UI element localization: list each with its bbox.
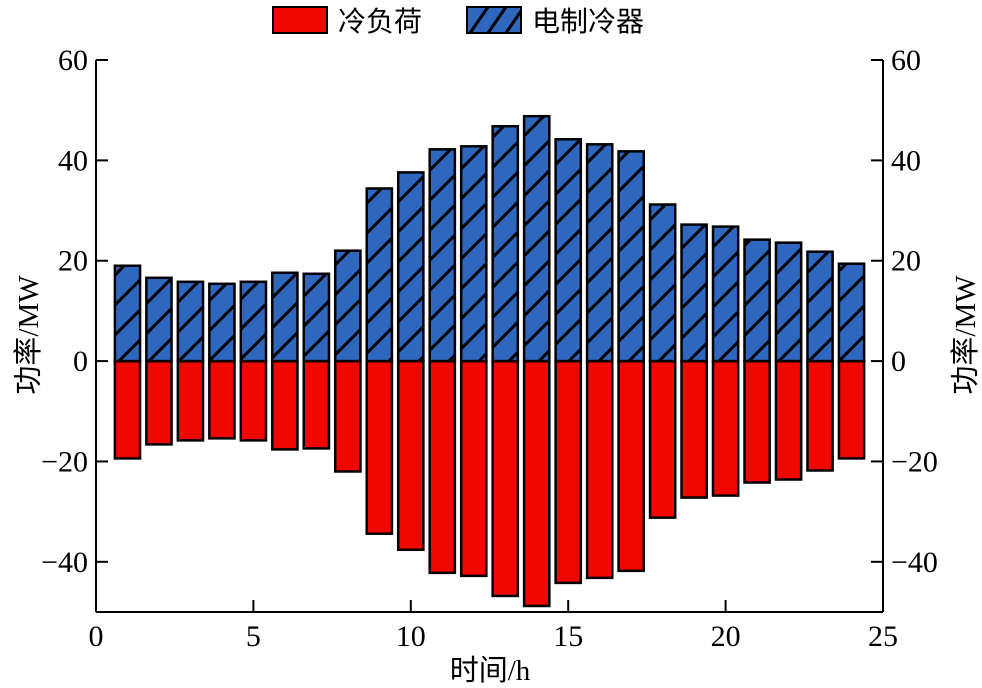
bar-electric-chiller <box>522 114 551 363</box>
bar-cooling-load <box>333 359 362 473</box>
x-axis-title: 时间/h <box>450 654 531 687</box>
bar-electric-chiller <box>743 238 771 363</box>
bar-electric-chiller <box>648 203 677 363</box>
x-tick-label: 20 <box>711 620 741 653</box>
bar-electric-chiller <box>271 271 299 363</box>
bar-cooling-load <box>365 359 394 535</box>
bar-cooling-load <box>680 359 708 499</box>
bar-electric-chiller <box>554 138 583 363</box>
x-tick-label: 5 <box>246 620 261 653</box>
y-tick-label-right: 20 <box>891 245 921 278</box>
bar-cooling-load <box>617 359 646 573</box>
bar-cooling-load <box>302 359 331 450</box>
bar-cooling-load <box>774 359 803 481</box>
bar-cooling-load <box>145 359 173 446</box>
bar-electric-chiller <box>333 249 362 363</box>
bar-cooling-load <box>837 359 866 460</box>
legend-item-cooling-load: 冷负荷 <box>272 0 422 40</box>
x-tick-label: 15 <box>553 620 583 653</box>
bar-electric-chiller <box>459 145 488 363</box>
bar-electric-chiller <box>239 280 268 363</box>
bar-cooling-load <box>428 359 457 575</box>
bar-cooling-load <box>522 359 551 608</box>
y-tick-label-left: −40 <box>41 546 88 579</box>
y-tick-label-left: 20 <box>58 245 88 278</box>
x-tick-label: 0 <box>89 620 104 653</box>
bar-electric-chiller <box>208 282 236 363</box>
y-tick-label-right: −20 <box>891 445 938 478</box>
y-tick-label-left: 60 <box>58 44 88 77</box>
bar-cooling-load <box>176 359 205 442</box>
bar-cooling-load <box>396 359 425 552</box>
legend-item-electric-chiller: 电制冷器 <box>466 0 644 40</box>
bar-electric-chiller <box>491 124 520 363</box>
bar-electric-chiller <box>774 241 803 363</box>
bar-electric-chiller <box>585 143 614 363</box>
y-tick-label-left: 0 <box>73 345 88 378</box>
axes-group: −40 −40 −20 −20 0 0 20 20 40 40 60 60 0 5 10 15 20 25 <box>41 44 938 653</box>
bar-cooling-load <box>806 359 834 472</box>
x-tick-label: 10 <box>396 620 426 653</box>
y-axis-title-left: 功率/MW <box>12 275 45 395</box>
y-tick-label-right: −40 <box>891 546 938 579</box>
bar-cooling-load <box>711 359 740 497</box>
bars-group <box>113 114 866 608</box>
bar-electric-chiller <box>806 250 834 363</box>
bar-cooling-load <box>491 359 520 598</box>
bar-electric-chiller <box>113 264 142 363</box>
bar-electric-chiller <box>837 262 866 363</box>
legend-swatch-cooling-load <box>272 6 328 34</box>
bar-cooling-load <box>239 359 268 442</box>
legend-label-electric-chiller: 电制冷器 <box>532 7 645 38</box>
bar-cooling-load <box>208 359 236 440</box>
bar-cooling-load <box>113 359 142 460</box>
x-tick-label: 25 <box>868 620 898 653</box>
bar-electric-chiller <box>617 150 646 363</box>
bar-cooling-load <box>459 359 488 578</box>
bar-electric-chiller <box>396 171 425 363</box>
bar-cooling-load <box>585 359 614 580</box>
bar-electric-chiller <box>145 276 173 363</box>
bar-electric-chiller <box>428 148 457 363</box>
legend-swatch-electric-chiller <box>466 6 523 34</box>
chart-legend: 冷负荷 电制冷器 <box>272 2 688 38</box>
bar-electric-chiller <box>176 280 205 363</box>
y-axis-title-right: 功率/MW <box>949 275 982 395</box>
bar-cooling-load <box>648 359 677 519</box>
y-tick-label-right: 60 <box>891 44 921 77</box>
bar-electric-chiller <box>680 223 708 363</box>
y-tick-label-right: 0 <box>891 345 906 378</box>
y-tick-label-right: 40 <box>891 144 921 177</box>
y-tick-label-left: 40 <box>58 144 88 177</box>
bar-cooling-load <box>554 359 583 585</box>
legend-label-cooling-load: 冷负荷 <box>338 7 423 38</box>
y-tick-label-left: −20 <box>41 445 88 478</box>
bar-electric-chiller <box>365 187 394 363</box>
bar-electric-chiller <box>302 272 331 363</box>
bar-electric-chiller <box>711 225 740 363</box>
bar-cooling-load <box>271 359 299 451</box>
bar-cooling-load <box>743 359 771 484</box>
